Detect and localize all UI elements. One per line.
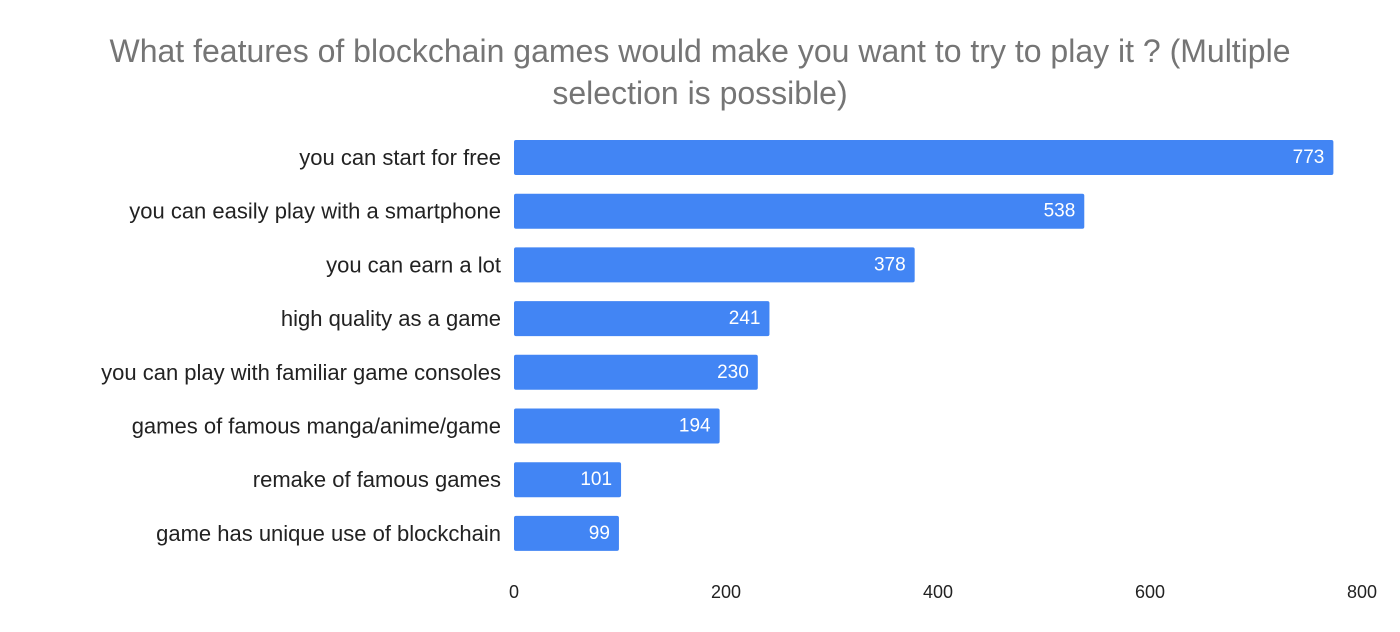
category-label: high quality as a game <box>281 306 501 331</box>
data-label: 230 <box>717 362 749 383</box>
bar <box>514 462 622 498</box>
data-label: 99 <box>589 523 610 544</box>
x-tick-label: 200 <box>711 582 741 602</box>
category-label: game has unique use of blockchain <box>156 521 501 546</box>
value-labels: 773 538 378 241 230 194 101 99 <box>580 147 1324 544</box>
chart-title: What features of blockchain games would … <box>0 30 1400 114</box>
x-tick-label: 600 <box>1135 582 1165 602</box>
bar <box>514 193 1085 229</box>
x-tick-label: 800 <box>1347 582 1377 602</box>
bar <box>514 247 915 283</box>
category-label: games of famous manga/anime/game <box>132 414 501 439</box>
category-label: you can play with familiar game consoles <box>101 360 501 385</box>
category-label: you can earn a lot <box>326 252 501 277</box>
bars-layer <box>514 140 1334 551</box>
x-tick-label: 0 <box>509 582 519 602</box>
bar <box>514 408 720 444</box>
bar <box>514 354 758 390</box>
category-labels: you can start for free you can easily pla… <box>101 145 501 546</box>
category-label: you can start for free <box>299 145 501 170</box>
data-label: 773 <box>1293 147 1325 168</box>
data-label: 241 <box>729 308 761 329</box>
category-label: remake of famous games <box>253 467 501 492</box>
x-axis-ticks: 0 200 400 600 800 <box>509 582 1377 602</box>
data-label: 378 <box>874 254 906 275</box>
data-label: 101 <box>580 469 612 490</box>
data-label: 538 <box>1044 201 1076 222</box>
chart-title-line-1: What features of blockchain games would … <box>109 33 1291 69</box>
bar <box>514 515 619 551</box>
bar <box>514 140 1334 175</box>
chart-title-line-2: selection is possible) <box>552 75 848 111</box>
data-label: 194 <box>679 416 711 437</box>
bar <box>514 301 770 337</box>
category-label: you can easily play with a smartphone <box>129 199 501 224</box>
x-tick-label: 400 <box>923 582 953 602</box>
